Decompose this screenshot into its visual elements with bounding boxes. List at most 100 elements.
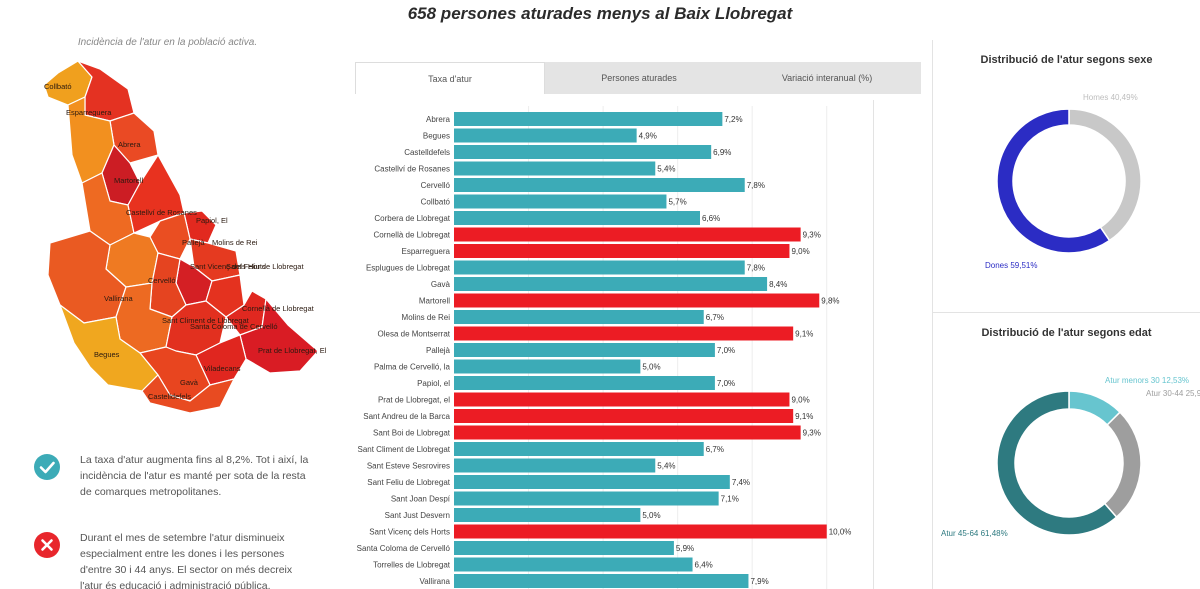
map-label: Castelldefels	[148, 392, 191, 401]
bar[interactable]	[454, 112, 723, 126]
bar-value-label: 5,4%	[657, 165, 675, 174]
bar-category-label: Molins de Rei	[402, 313, 451, 322]
map-label: Martorell	[114, 176, 144, 185]
map-label: Esparreguera	[66, 108, 112, 117]
map-label: Cervelló	[148, 276, 176, 285]
bar[interactable]	[454, 244, 790, 258]
bar-category-label: Martorell	[419, 297, 450, 306]
bar[interactable]	[454, 277, 768, 291]
bar-value-label: 5,0%	[642, 511, 660, 520]
note-text: Durant el mes de setembre l'atur disminu…	[80, 532, 293, 589]
bar[interactable]	[454, 442, 704, 456]
bar-value-label: 9,0%	[791, 247, 809, 256]
sex-donut-chart: Homes 40,49% Dones 59,51%	[985, 93, 1142, 270]
panel-divider	[873, 100, 874, 589]
map-label: Begues	[94, 350, 120, 359]
bar-value-label: 7,1%	[721, 495, 739, 504]
bar-value-label: 7,0%	[717, 379, 735, 388]
bar-category-label: Esplugues de Llobregat	[366, 264, 451, 273]
bar[interactable]	[454, 425, 801, 440]
bar[interactable]	[454, 458, 656, 473]
map-panel: Incidència de l'atur en la població acti…	[0, 0, 335, 589]
bar[interactable]	[454, 574, 749, 588]
map-subtitle: Incidència de l'atur en la població acti…	[77, 37, 258, 48]
bar[interactable]	[454, 194, 667, 209]
bar[interactable]	[454, 491, 719, 506]
bar[interactable]	[454, 557, 693, 572]
bar-value-label: 7,2%	[724, 115, 742, 124]
bar-category-label: Begues	[423, 132, 450, 141]
bar[interactable]	[454, 409, 794, 423]
bar-value-label: 5,0%	[642, 363, 660, 372]
bar-value-label: 6,7%	[706, 445, 724, 454]
donut-slice-label: Dones 59,51%	[985, 261, 1037, 270]
bar[interactable]	[454, 359, 641, 374]
bar[interactable]	[454, 343, 715, 357]
donut-title: Distribució de l'atur segons edat	[981, 327, 1152, 339]
bar-value-label: 8,4%	[769, 280, 787, 289]
tab-persones-aturades[interactable]: Persones aturades	[601, 73, 677, 83]
bar-chart-svg: Abrera 7,2% Begues 4,9% Castelldefels 6,9% Cas…	[357, 106, 851, 589]
bar-value-label: 5,4%	[657, 462, 675, 471]
check-icon	[34, 454, 60, 480]
tab-taxa-atur[interactable]: Taxa d'atur	[355, 62, 545, 94]
donut-slice-label: Atur menors 30 12,53%	[1105, 376, 1189, 385]
map-label: Papiol, El	[196, 216, 228, 225]
tab-variacio-interanual[interactable]: Variació interanual (%)	[781, 73, 873, 83]
bar-value-label: 6,9%	[713, 148, 731, 157]
map-region[interactable]	[141, 374, 235, 414]
bar-value-label: 6,6%	[702, 214, 720, 223]
map-label: Molins de Rei	[212, 238, 258, 247]
bar-category-label: Castellví de Rosanes	[374, 165, 450, 174]
bar[interactable]	[454, 211, 700, 225]
bar[interactable]	[454, 260, 745, 275]
bar[interactable]	[454, 524, 827, 539]
bar[interactable]	[454, 178, 745, 192]
age-donut-panel: Distribució de l'atur segons edat Atur m…	[933, 313, 1200, 589]
bar-category-label: Cervelló	[421, 181, 451, 190]
map-label: Abrera	[118, 140, 141, 149]
bar-category-label: Santa Coloma de Cervelló	[357, 544, 451, 553]
bar[interactable]	[454, 392, 790, 407]
bar[interactable]	[454, 161, 656, 176]
map-label: Sant Vicenç dels Horts	[190, 262, 266, 271]
bar-category-label: Esparreguera	[402, 247, 451, 256]
map-region[interactable]	[239, 298, 319, 374]
bar-value-label: 5,9%	[676, 544, 694, 553]
map-label: Pallejà	[182, 238, 205, 247]
bar[interactable]	[454, 475, 730, 489]
bar-category-label: Sant Climent de Llobregat	[358, 445, 451, 454]
page-title: 658 persones aturades menys al Baix Llob…	[407, 4, 793, 23]
bar-value-label: 4,9%	[639, 132, 657, 141]
donut-slice-label: Homes 40,49%	[1083, 93, 1138, 102]
donut-slice[interactable]	[1103, 411, 1142, 519]
donut-slice[interactable]	[1068, 108, 1142, 242]
bar-category-label: Sant Joan Despí	[391, 495, 451, 504]
map-label: Castellví de Rosanes	[126, 208, 197, 217]
map-label: Santa Coloma de Cervelló	[190, 322, 278, 331]
bar[interactable]	[454, 541, 674, 555]
bar-category-label: Cornellà de Llobregat	[374, 231, 451, 240]
bar[interactable]	[454, 293, 820, 308]
donut-slice[interactable]	[996, 108, 1111, 254]
map-label: Cornellà de Llobregat	[242, 304, 315, 313]
bar-value-label: 5,7%	[668, 198, 686, 207]
sex-donut-panel: Distribució de l'atur segons sexe Homes …	[933, 40, 1200, 312]
bar-category-label: Palma de Cervelló, la	[374, 363, 451, 372]
bar[interactable]	[454, 310, 704, 324]
bar-category-label: Papiol, el	[417, 379, 450, 388]
bar[interactable]	[454, 376, 715, 390]
donut-slice[interactable]	[996, 390, 1118, 536]
bar[interactable]	[454, 508, 641, 522]
bar[interactable]	[454, 145, 712, 159]
bar-category-label: Abrera	[426, 115, 451, 124]
bar-category-label: Pallejà	[426, 346, 451, 355]
bar[interactable]	[454, 227, 801, 242]
cross-icon	[34, 532, 60, 558]
bar-category-label: Corbera de Llobregat	[374, 214, 450, 223]
bar-value-label: 9,8%	[821, 297, 839, 306]
map-label: Viladecans	[204, 364, 241, 373]
bar-value-label: 7,9%	[750, 577, 768, 586]
bar[interactable]	[454, 128, 637, 143]
bar[interactable]	[454, 326, 794, 341]
